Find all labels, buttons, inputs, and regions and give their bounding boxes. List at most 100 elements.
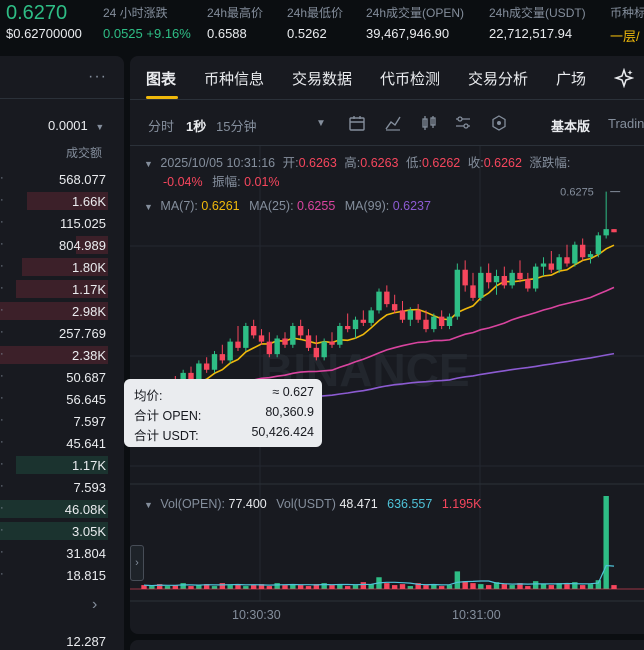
volume-bar [548,585,555,589]
more-dots-icon[interactable]: ··· [88,68,107,85]
book-row[interactable]: · 1.17K [0,278,124,300]
candle-body [196,363,202,380]
volume-bar [431,584,437,589]
summary-tooltip: 均价: ≈ 0.627 合计 OPEN: 80,360.9 合计 USDT: 5… [124,379,322,447]
book-row[interactable]: · 7.593 [0,476,124,498]
depth-bar [0,500,108,518]
candle-body [517,272,523,280]
candle-body [548,263,555,270]
settings-sliders-icon[interactable] [454,114,472,132]
ma25-label: MA(25): [249,199,294,213]
row-marker: · [0,238,4,250]
candle-body [485,272,492,283]
ma25-value: 0.6255 [297,199,336,213]
tab-square[interactable]: 广场 [556,71,587,88]
tick-size-select[interactable]: 0.0001 ▼ [48,118,104,133]
vol-base-value: 77.400 [228,497,267,511]
tab-token-check[interactable]: 代币检测 [380,71,441,88]
row-marker: · [0,260,4,272]
book-row[interactable]: · 3.05K [0,520,124,542]
book-row[interactable]: · 2.38K [0,344,124,366]
expand-sidebar-button[interactable]: › [130,545,144,581]
candle-body [399,310,406,320]
candle-body [501,276,508,286]
book-amount: 1.17K [72,282,106,297]
calendar-icon[interactable] [348,114,366,132]
book-row[interactable]: · 50.687 [0,366,124,388]
chevron-right-icon[interactable]: › [92,596,98,613]
candle-type-icon[interactable] [420,114,438,132]
vol-base-label: 24h成交量(OPEN) [366,6,465,20]
volume-bar [407,586,414,589]
depth-bar [75,236,108,254]
book-row[interactable]: · 46.08K [0,498,124,520]
book-row[interactable]: · 115.025 [0,212,124,234]
volume-bar [266,586,273,589]
volume-ma-line [143,564,615,587]
book-amount: 257.769 [59,326,106,341]
volume-bar [321,583,327,589]
book-amount: 46.08K [64,502,106,517]
book-row[interactable]: · 1.80K [0,256,124,278]
view-tradingview[interactable]: Tradin [608,116,644,131]
candle-body [337,326,343,345]
collapse-ma-icon[interactable]: ▼ [144,202,153,212]
interval-1s[interactable]: 1秒 [186,119,207,134]
tab-chart[interactable]: 图表 [146,71,177,88]
view-basic[interactable]: 基本版 [551,119,591,134]
volume-bar [470,583,476,589]
volume-bar [391,585,398,589]
book-row[interactable]: · 31.804 [0,542,124,564]
row-marker: · [0,568,4,580]
book-row[interactable]: · 1.17K [0,454,124,476]
volume-bar [493,582,500,589]
candle-body [329,341,335,345]
book-amount: 2.38K [72,348,106,363]
candle-body [376,291,382,311]
candle-body [579,244,586,258]
tooltip-quote-label: 合计 USDT: [134,429,199,443]
open-label: 开: [282,156,299,170]
book-amount: 1.80K [72,260,106,275]
tooltip-avg-row: 均价: ≈ 0.627 [134,385,314,403]
candle-body [313,347,320,358]
tab-coin-info[interactable]: 币种信息 [204,71,265,88]
volume-bar [219,583,226,589]
change-pct: +9.16% [146,26,191,41]
book-row[interactable]: · 56.645 [0,388,124,410]
book-row[interactable]: · 1.66K [0,190,124,212]
interval-15m[interactable]: 15分钟 [216,119,257,134]
book-row[interactable]: · 568.077 [0,168,124,190]
interval-timeshare[interactable]: 分时 [148,119,175,134]
depth-bar [0,346,108,364]
ai-sparkle-icon[interactable] [614,68,634,88]
volume-bar [579,585,586,589]
extra-value[interactable]: 一层/ [610,29,640,44]
tooltip-avg-value: ≈ 0.627 [272,385,314,399]
interval-dropdown-icon[interactable]: ▼ [316,118,326,129]
book-row[interactable]: · 2.98K [0,300,124,322]
volume-bar [462,581,468,589]
collapse-icon[interactable]: ▼ [144,159,153,169]
indicator-icon[interactable] [384,114,402,132]
candle-body [525,279,531,289]
book-row[interactable]: · 18.815 [0,564,124,586]
book-row[interactable]: · 257.769 [0,322,124,344]
row-marker: · [0,524,4,536]
collapse-vol-icon[interactable]: ▼ [144,500,153,510]
tab-trade-analysis[interactable]: 交易分析 [468,71,529,88]
hexagon-icon[interactable] [490,114,508,132]
volume-bar [415,583,421,589]
volume-bar [564,584,570,589]
book-row[interactable]: · 45.641 [0,432,124,454]
open-value: 0.6263 [298,156,337,170]
book-row[interactable]: · 804.989 [0,234,124,256]
book-row[interactable]: · 7.597 [0,410,124,432]
candle-body [321,341,327,358]
tab-trade-data[interactable]: 交易数据 [292,71,353,88]
volume-bar [360,582,367,589]
book-amount: 115.025 [59,216,106,231]
volume-bar [172,585,179,589]
volume-bar [149,586,155,589]
volume-bar [509,585,515,589]
